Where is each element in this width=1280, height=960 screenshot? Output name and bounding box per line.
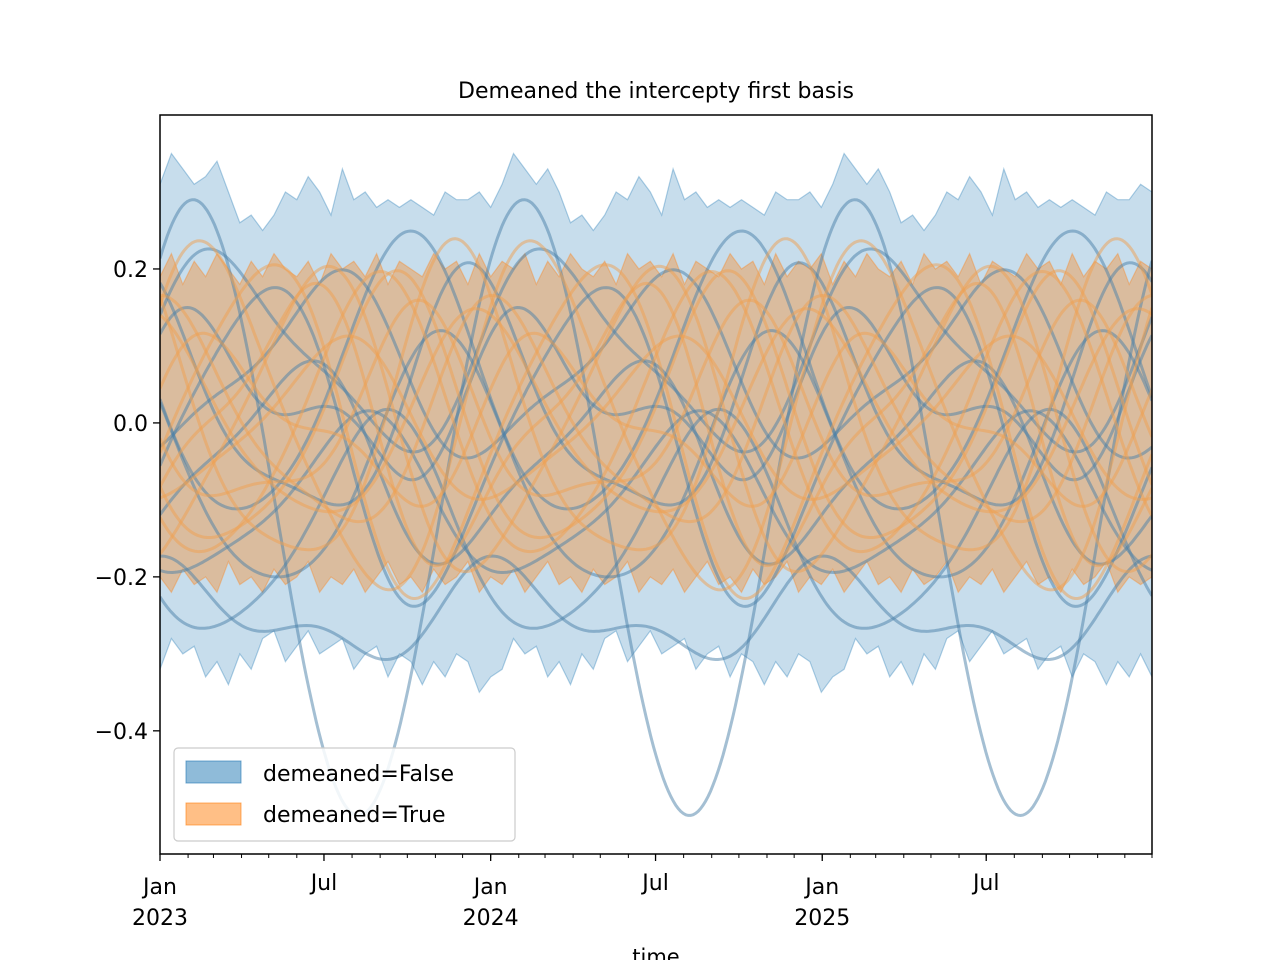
x-tick-label: Jan: [141, 875, 177, 900]
x-axis-label: time: [632, 945, 679, 960]
x-tick-label: 2025: [794, 906, 850, 931]
y-tick-label: −0.2: [95, 566, 148, 591]
legend-swatch-demeaned-false: [185, 760, 242, 784]
curve-demeaned-false-11: [160, 247, 1152, 454]
curve-demeaned-true-5: [160, 298, 1152, 498]
legend-label-demeaned-true: demeaned=True: [263, 803, 446, 828]
curve-layer: [160, 198, 1152, 818]
curve-demeaned-true-1: [160, 237, 1152, 552]
x-tick-label: 2023: [132, 906, 188, 931]
curve-demeaned-false-5: [160, 286, 1152, 608]
y-tick-label: 0.0: [113, 412, 148, 437]
curve-demeaned-false-9: [160, 554, 1152, 662]
curve-demeaned-false-1: [160, 229, 1152, 511]
curve-demeaned-true-0: [160, 239, 1152, 592]
curve-demeaned-true-11: [160, 264, 1152, 574]
curve-demeaned-false-7: [160, 329, 1152, 579]
x-tick-label: Jul: [309, 871, 338, 896]
y-tick-label: 0.2: [113, 258, 148, 283]
chart-title: Demeaned the intercepty first basis: [458, 79, 854, 104]
x-tick-label: Jul: [971, 871, 1000, 896]
curve-demeaned-false-10: [160, 407, 1152, 630]
curve-demeaned-true-3: [160, 281, 1152, 568]
x-tick-label: Jan: [472, 875, 508, 900]
curve-demeaned-false-4: [160, 409, 1152, 575]
curve-demeaned-true-8: [160, 331, 1152, 508]
curve-demeaned-true-4: [160, 293, 1152, 524]
plot-area: [159, 114, 1153, 855]
legend: demeaned=False demeaned=True: [173, 747, 516, 842]
legend-swatch-demeaned-true: [185, 802, 242, 826]
x-tick-label: Jan: [803, 875, 839, 900]
x-axis: Jan 2023 Jul Jan 2024 Jul Jan 2025 Jul: [132, 854, 1153, 931]
curve-demeaned-true-9: [160, 269, 1152, 540]
curve-demeaned-true-7: [160, 263, 1152, 601]
curve-demeaned-false-8: [160, 268, 1152, 460]
x-tick-label: 2024: [463, 906, 519, 931]
curve-demeaned-true-10: [160, 307, 1152, 514]
y-axis: 0.2 0.0 −0.2 −0.4: [95, 258, 160, 745]
x-tick-label: Jul: [640, 871, 669, 896]
y-tick-label: −0.4: [95, 720, 148, 745]
legend-label-demeaned-false: demeaned=False: [263, 762, 454, 787]
legend-box: [173, 747, 516, 842]
